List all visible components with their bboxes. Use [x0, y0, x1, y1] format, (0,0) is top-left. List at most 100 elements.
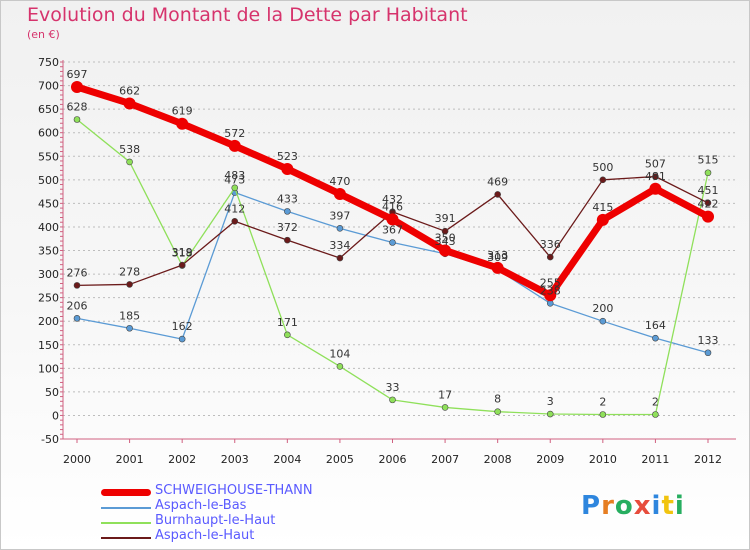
x-tick-label: 2001 — [116, 453, 144, 466]
data-label: 162 — [172, 320, 193, 333]
data-label: 416 — [382, 200, 403, 213]
data-point — [652, 173, 659, 180]
data-point — [494, 191, 501, 198]
data-label: 104 — [329, 347, 350, 360]
x-tick-label: 2007 — [431, 453, 459, 466]
data-label: 515 — [698, 154, 719, 167]
legend-swatch — [101, 489, 151, 496]
data-label: 164 — [645, 319, 666, 332]
data-point — [386, 213, 399, 226]
x-tick-label: 2010 — [589, 453, 617, 466]
y-tick-label: 300 — [38, 268, 59, 281]
data-point — [704, 199, 712, 207]
data-point — [652, 334, 659, 342]
data-label: 2 — [599, 395, 606, 408]
x-tick-label: 2011 — [641, 453, 669, 466]
data-label: 343 — [435, 235, 456, 248]
data-point — [284, 331, 291, 339]
data-label: 278 — [119, 265, 140, 278]
data-label: 662 — [119, 84, 140, 97]
y-tick-label: 150 — [38, 339, 59, 352]
data-point — [546, 410, 554, 418]
y-tick-label: 500 — [38, 174, 59, 187]
data-label: 200 — [592, 302, 613, 315]
data-label: 572 — [224, 127, 245, 140]
data-label: 17 — [438, 388, 452, 401]
x-tick-label: 2004 — [273, 453, 301, 466]
data-label: 507 — [645, 158, 666, 171]
data-point — [336, 363, 344, 370]
data-point — [704, 169, 712, 177]
logo-letter: i — [674, 491, 685, 521]
data-point — [231, 217, 239, 225]
data-point — [284, 208, 291, 215]
data-label: 538 — [119, 143, 140, 156]
series-line — [76, 118, 709, 416]
data-point — [178, 335, 186, 343]
data-point — [126, 158, 133, 166]
data-point — [544, 289, 557, 302]
data-point — [228, 139, 241, 152]
data-label: 481 — [645, 170, 666, 183]
data-label: 628 — [67, 100, 88, 113]
x-tick-label: 2008 — [484, 453, 512, 466]
logo-letter: x — [633, 491, 652, 521]
data-label: 2 — [652, 395, 659, 408]
y-tick-label: 250 — [38, 292, 59, 305]
data-label: 483 — [224, 169, 245, 182]
y-tick-label: 50 — [45, 386, 59, 399]
data-point — [491, 261, 504, 274]
data-point — [704, 349, 712, 357]
data-label: 171 — [277, 316, 298, 329]
x-tick-label: 2003 — [221, 453, 249, 466]
data-label: 415 — [592, 201, 613, 214]
data-label: 500 — [592, 161, 613, 174]
data-label: 397 — [329, 209, 350, 222]
data-label: 133 — [698, 334, 719, 347]
data-label: 697 — [67, 68, 88, 81]
data-label: 206 — [67, 299, 88, 312]
proxiti-logo: Proxiti — [581, 491, 685, 521]
data-label: 319 — [172, 246, 193, 259]
y-tick-label: 700 — [38, 80, 59, 93]
series-line — [75, 83, 710, 299]
y-tick-label: 0 — [52, 409, 59, 422]
data-label: 318 — [172, 247, 193, 260]
data-point — [599, 176, 607, 184]
data-label: 523 — [277, 150, 298, 163]
data-point — [281, 162, 294, 175]
data-label: 412 — [224, 202, 245, 215]
data-label: 238 — [540, 284, 561, 297]
data-label: 433 — [277, 192, 298, 205]
data-point — [176, 117, 189, 130]
y-tick-label: 200 — [38, 315, 59, 328]
data-point — [73, 282, 81, 289]
data-label: 350 — [435, 232, 456, 245]
legend-swatch — [101, 522, 151, 524]
data-label: 372 — [277, 221, 298, 234]
data-point — [389, 396, 396, 404]
y-tick-label: 100 — [38, 362, 59, 375]
data-label: 469 — [487, 175, 508, 188]
data-point — [284, 236, 291, 244]
y-tick-label: 750 — [38, 56, 59, 69]
legend-swatch — [101, 507, 151, 509]
legend-label: Burnhaupt-le-Haut — [155, 513, 276, 528]
data-label: 3 — [547, 395, 554, 408]
logo-letter: o — [614, 491, 634, 521]
data-point — [439, 244, 452, 257]
chart-subtitle: (en €) — [27, 28, 60, 41]
data-label: 422 — [698, 198, 719, 211]
data-point — [123, 97, 136, 110]
legend-swatch — [101, 537, 151, 539]
logo-letter: i — [651, 491, 662, 521]
y-tick-label: 350 — [38, 245, 59, 258]
data-point — [649, 182, 662, 195]
data-label: 619 — [172, 105, 193, 118]
data-point — [599, 411, 607, 418]
data-label: 309 — [487, 251, 508, 264]
x-tick-label: 2009 — [536, 453, 564, 466]
data-point — [231, 184, 239, 192]
